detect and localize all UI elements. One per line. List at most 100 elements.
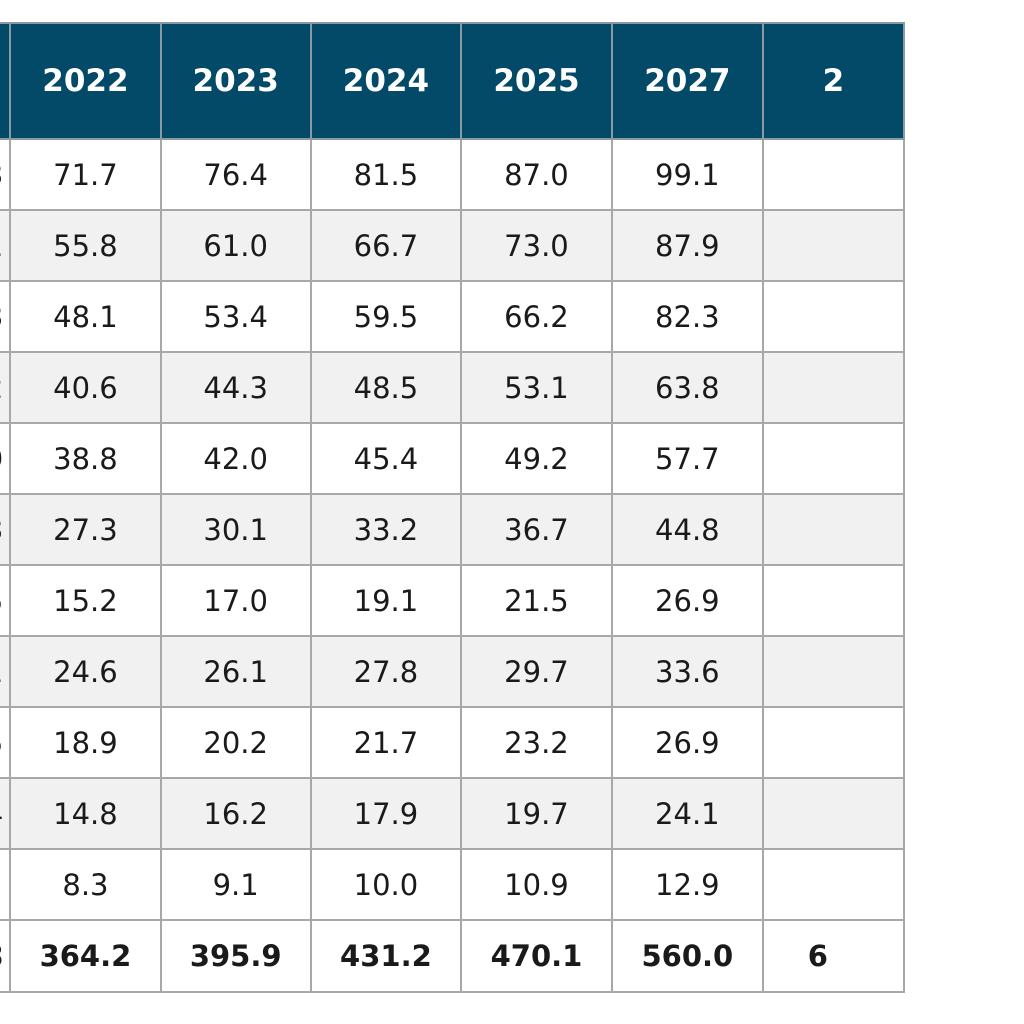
table-cell: 18.9: [9, 706, 162, 779]
column-header: 2024: [309, 22, 463, 140]
table-cell: [761, 280, 906, 353]
table-cell: 45.4: [309, 422, 463, 495]
table-cell: 42.0: [159, 422, 312, 495]
table-row: 348.153.459.566.282.3: [0, 280, 906, 353]
table-cell: 3: [0, 280, 12, 353]
table-cell: 59.5: [309, 280, 463, 353]
table-cell: 27.3: [9, 493, 162, 566]
table-cell: 99.1: [610, 138, 764, 211]
table-body: 371.776.481.587.099.1155.861.066.773.087…: [0, 138, 906, 993]
table-cell: 57.7: [610, 422, 764, 495]
table-cell: 24.1: [610, 777, 764, 850]
table-row: 518.920.221.723.226.9: [0, 706, 906, 779]
table-cell: [761, 422, 906, 495]
table-row: 8.3 9.1 10.0 10.9 12.9: [0, 848, 906, 921]
table-cell: 2: [0, 351, 12, 424]
table-cell: 17.0: [159, 564, 312, 637]
table-row: 371.776.481.587.099.1: [0, 138, 906, 211]
table-cell: 9.1: [159, 848, 312, 921]
table-cell: [761, 493, 906, 566]
total-cell: 395.9: [159, 919, 312, 993]
table-cell: 19.7: [460, 777, 613, 850]
table-cell: 3: [0, 138, 12, 211]
table-cell: 26.9: [610, 706, 764, 779]
table-cell: 40.6: [9, 351, 162, 424]
table-cell: 20.2: [159, 706, 312, 779]
table-cell: 9: [0, 422, 12, 495]
table-cell: 15.2: [9, 564, 162, 637]
table-cell: 55.8: [9, 209, 162, 282]
table-cell: 30.1: [159, 493, 312, 566]
table-cell: 81.5: [309, 138, 463, 211]
table-cell: [761, 635, 906, 708]
table-cell: 33.6: [610, 635, 764, 708]
table-cell: 26.9: [610, 564, 764, 637]
column-header: 2027: [610, 22, 764, 140]
column-header: 1: [0, 22, 12, 140]
table-cell: 24.6: [9, 635, 162, 708]
table-cell: [761, 777, 906, 850]
table-cell: 21.5: [460, 564, 613, 637]
table-cell: 87.9: [610, 209, 764, 282]
table-cell: [0, 848, 12, 921]
total-cell: 364.2: [9, 919, 162, 993]
table-cell: 4: [0, 777, 12, 850]
table-cell: 1: [0, 209, 12, 282]
table-row: 414.816.217.919.724.1: [0, 777, 906, 850]
total-cell: 8: [0, 919, 12, 993]
table-cell: 66.2: [460, 280, 613, 353]
total-cell: 431.2: [309, 919, 463, 993]
data-table: 1202220232024202520272 371.776.481.587.0…: [0, 22, 906, 993]
table-cell: 3: [0, 493, 12, 566]
table-cell: 49.2: [460, 422, 613, 495]
table-row: 938.842.045.449.257.7: [0, 422, 906, 495]
table-cell: 63.8: [610, 351, 764, 424]
table-cell: 44.3: [159, 351, 312, 424]
table-row: 124.626.127.829.733.6: [0, 635, 906, 708]
table-cell: 53.1: [460, 351, 613, 424]
table-cell: [761, 138, 906, 211]
table-cell: 5: [0, 564, 12, 637]
table-cell: 16.2: [159, 777, 312, 850]
table-cell: 38.8: [9, 422, 162, 495]
column-header: 2: [761, 22, 906, 140]
table-cell: [761, 209, 906, 282]
table-cell: 14.8: [9, 777, 162, 850]
table-cell: 61.0: [159, 209, 312, 282]
table-cell: 76.4: [159, 138, 312, 211]
table-cell: 66.7: [309, 209, 463, 282]
table-cell: 17.9: [309, 777, 463, 850]
table-cell: 29.7: [460, 635, 613, 708]
table-cell: 48.1: [9, 280, 162, 353]
table-cell: 1: [0, 635, 12, 708]
column-header: 2025: [460, 22, 613, 140]
table-cell: 48.5: [309, 351, 463, 424]
table-cell: 10.9: [460, 848, 613, 921]
table-cell: 19.1: [309, 564, 463, 637]
table-cell: 53.4: [159, 280, 312, 353]
table-cell: 27.8: [309, 635, 463, 708]
table-row: 515.217.019.121.526.9: [0, 564, 906, 637]
table-cell: [761, 351, 906, 424]
table-cell: 71.7: [9, 138, 162, 211]
table-cell: [761, 848, 906, 921]
total-cell: 560.0: [610, 919, 764, 993]
table-cell: 36.7: [460, 493, 613, 566]
table-row: 327.330.133.236.744.8: [0, 493, 906, 566]
table-cell: 33.2: [309, 493, 463, 566]
total-cell: 6: [761, 919, 906, 993]
table-cell: 23.2: [460, 706, 613, 779]
table-row: 155.861.066.773.087.9: [0, 209, 906, 282]
table-cell: 73.0: [460, 209, 613, 282]
header-row: 1202220232024202520272: [0, 22, 906, 140]
column-header: 2022: [9, 22, 162, 140]
table-cell: 12.9: [610, 848, 764, 921]
table-row: 240.644.348.553.163.8: [0, 351, 906, 424]
table-cell: 26.1: [159, 635, 312, 708]
table-cell: 21.7: [309, 706, 463, 779]
table-header: 1202220232024202520272: [0, 22, 906, 140]
total-cell: 470.1: [460, 919, 613, 993]
table-cell: 5: [0, 706, 12, 779]
column-header: 2023: [159, 22, 312, 140]
